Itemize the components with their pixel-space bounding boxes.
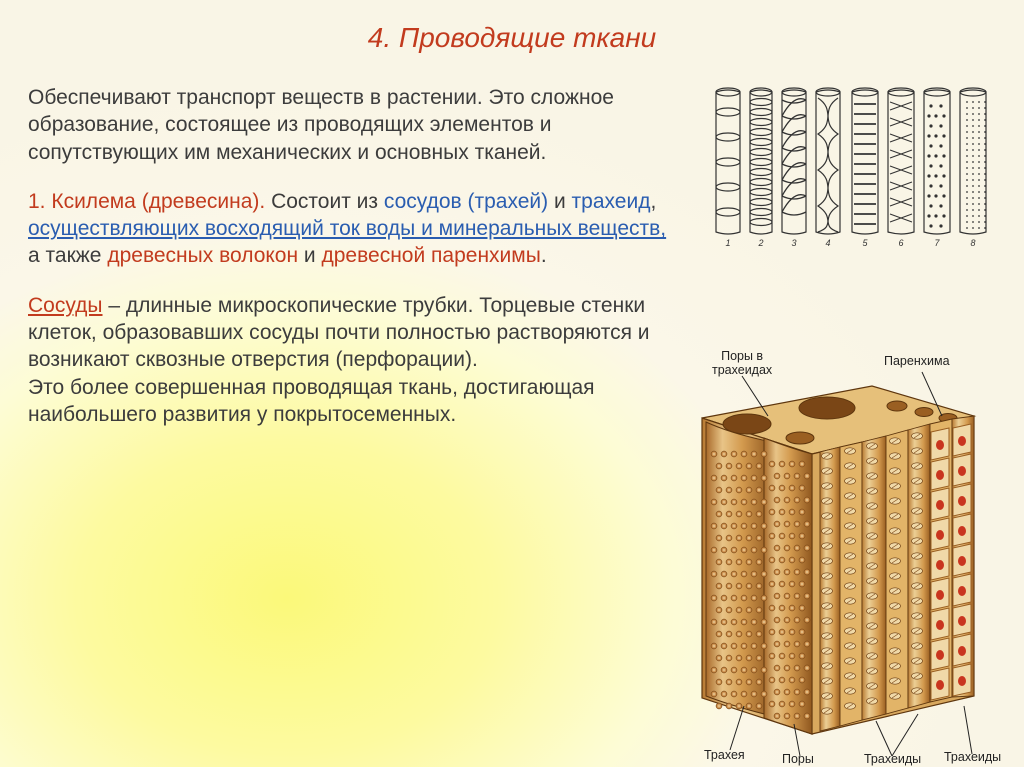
- p3-lead: Сосуды: [28, 294, 103, 317]
- p3-t1: – длинные микроскопические трубки. Торце…: [28, 294, 650, 372]
- tracheid-num-1: 1: [725, 238, 730, 248]
- p2-red1: древесных волокон: [107, 244, 298, 267]
- p2-t5: и: [298, 244, 321, 267]
- paragraph-intro: Обеспечивают транспорт веществ в растени…: [28, 84, 668, 166]
- p2-t6: .: [541, 244, 547, 267]
- tracheid-num-4: 4: [825, 238, 830, 248]
- p1-text: Обеспечивают транспорт веществ в растени…: [28, 86, 614, 164]
- label-tracheids-1: Трахеиды: [864, 752, 921, 766]
- p3-line2: Это более совершенная проводящая ткань, …: [28, 376, 595, 426]
- label-pores-in-tracheids: Поры втрахеидах: [712, 350, 772, 378]
- tracheid-num-5: 5: [862, 238, 868, 248]
- label-tracheids-2: Трахеиды: [944, 750, 1001, 764]
- p2-blue2: трахеид: [572, 190, 651, 213]
- text-column: Обеспечивают транспорт веществ в растени…: [28, 84, 668, 450]
- p2-t2: и: [548, 190, 571, 213]
- p2-t3: ,: [650, 190, 656, 213]
- p2-t4: а также: [28, 244, 107, 267]
- tracheid-num-6: 6: [898, 238, 903, 248]
- tracheid-num-2: 2: [757, 238, 763, 248]
- tracheid-types-illustration: 1 2 3 4 5 6 7 8: [706, 84, 996, 254]
- slide-title: 4. Проводящие ткани: [28, 22, 996, 54]
- p2-t1: Состоит из: [265, 190, 384, 213]
- image-column: 1 2 3 4 5 6 7 8: [668, 84, 996, 450]
- label-pores: Поры: [782, 752, 814, 766]
- content-row: Обеспечивают транспорт веществ в растени…: [28, 84, 996, 450]
- paragraph-xylem: 1. Ксилема (древесина). Состоит из сосуд…: [28, 188, 668, 270]
- tracheid-num-3: 3: [791, 238, 796, 248]
- label-parenchyma: Паренхима: [884, 354, 950, 368]
- p2-red2: древесной паренхимы: [321, 244, 540, 267]
- p2-lead: 1. Ксилема (древесина).: [28, 190, 265, 213]
- paragraph-vessels: Сосуды – длинные микроскопические трубки…: [28, 292, 668, 428]
- tracheid-num-8: 8: [970, 238, 975, 248]
- p2-blue1: сосудов (трахей): [384, 190, 548, 213]
- label-trachea: Трахея: [704, 748, 745, 762]
- p2-ul1: осуществляющих восходящий ток воды и мин…: [28, 217, 666, 240]
- slide-root: 4. Проводящие ткани Обеспечивают транспо…: [0, 0, 1024, 767]
- tracheid-num-7: 7: [934, 238, 940, 248]
- wood-block-illustration: Поры втрахеидах Паренхима Трахея Поры Тр…: [672, 346, 1002, 766]
